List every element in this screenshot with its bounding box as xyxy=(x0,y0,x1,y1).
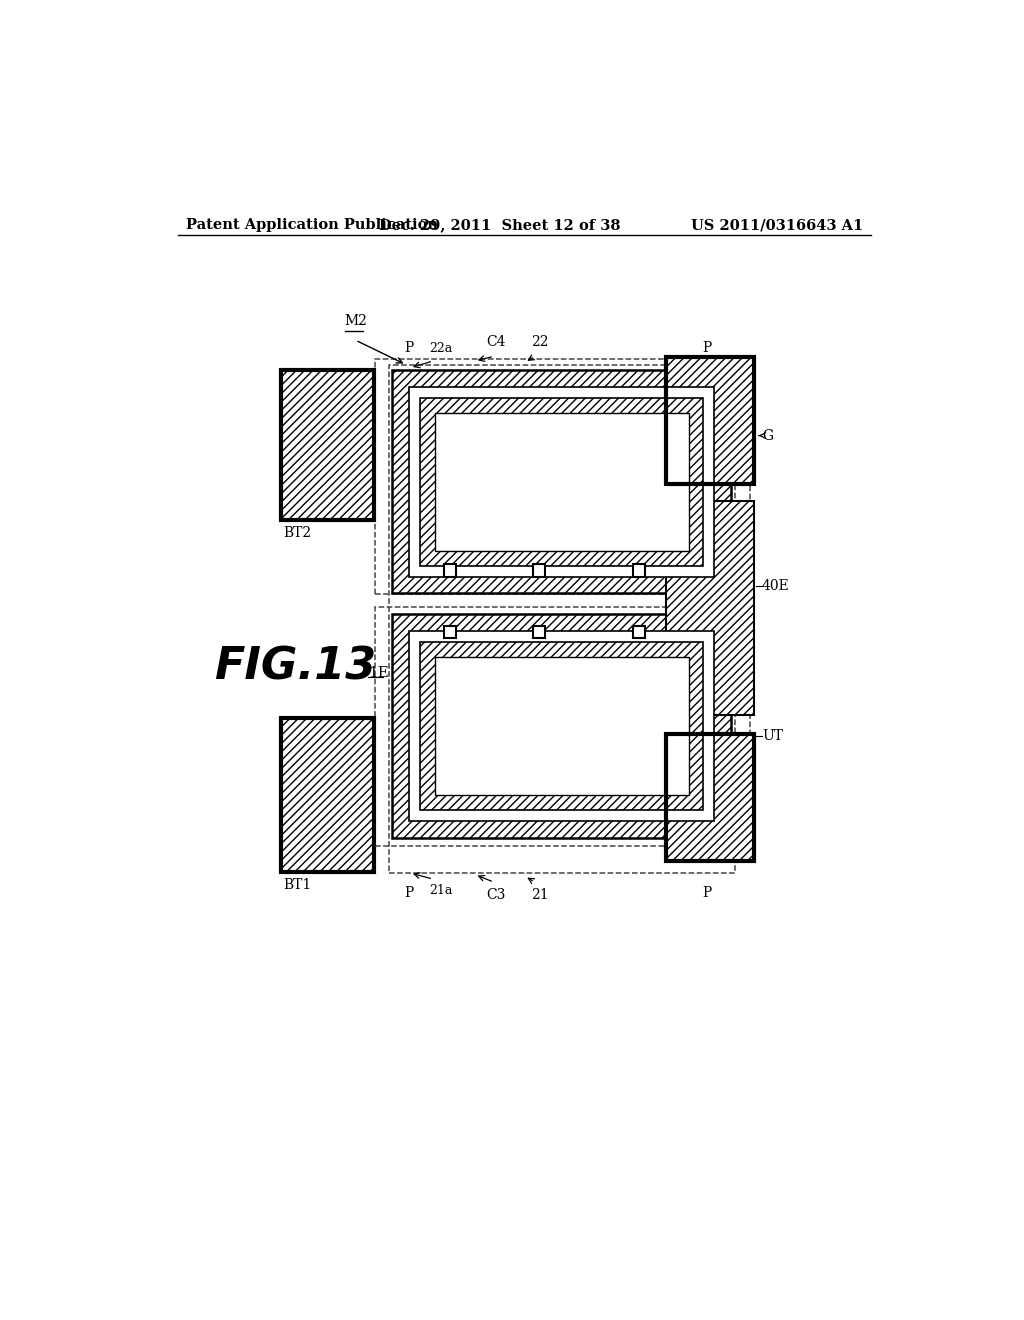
Text: UT: UT xyxy=(762,729,783,743)
Bar xyxy=(282,718,374,873)
Bar xyxy=(410,387,714,577)
Text: FIG.13: FIG.13 xyxy=(214,645,376,688)
Text: 22b: 22b xyxy=(544,531,567,544)
Text: G: G xyxy=(762,429,773,442)
Text: 21b: 21b xyxy=(548,651,571,664)
Bar xyxy=(435,656,689,795)
Text: 1E: 1E xyxy=(368,665,388,680)
Text: TH2: TH2 xyxy=(460,566,486,579)
Bar xyxy=(282,718,374,873)
Bar xyxy=(666,358,755,484)
Bar xyxy=(388,364,735,873)
Text: 22: 22 xyxy=(531,335,549,350)
Bar xyxy=(392,370,731,594)
Bar xyxy=(375,607,751,846)
Text: TH6: TH6 xyxy=(646,564,674,577)
Bar xyxy=(666,502,755,715)
Text: 40E: 40E xyxy=(762,578,790,593)
Bar xyxy=(666,358,755,484)
Text: 21: 21 xyxy=(531,888,549,903)
Bar xyxy=(375,359,751,594)
Text: BT2: BT2 xyxy=(283,527,311,540)
Bar xyxy=(444,564,457,577)
Text: C4: C4 xyxy=(486,335,506,350)
Text: P: P xyxy=(701,886,711,900)
Bar xyxy=(392,614,731,838)
Text: P: P xyxy=(701,341,711,355)
Bar xyxy=(420,397,703,566)
Text: 22a: 22a xyxy=(429,342,453,355)
Text: M2: M2 xyxy=(345,314,368,327)
Bar xyxy=(633,626,645,638)
Text: TH4: TH4 xyxy=(538,562,564,576)
Bar xyxy=(444,626,457,638)
Text: TH1: TH1 xyxy=(460,628,486,642)
Text: TH5: TH5 xyxy=(646,626,674,639)
Text: Patent Application Publication: Patent Application Publication xyxy=(186,218,438,232)
Bar xyxy=(282,370,374,520)
Bar xyxy=(410,631,714,821)
Text: US 2011/0316643 A1: US 2011/0316643 A1 xyxy=(691,218,863,232)
Bar xyxy=(532,564,545,577)
Bar xyxy=(435,413,689,552)
Bar xyxy=(666,734,755,861)
Bar xyxy=(633,564,645,577)
Text: 21a: 21a xyxy=(429,884,453,896)
Text: P: P xyxy=(404,341,414,355)
Text: P: P xyxy=(404,886,414,900)
Text: BT1: BT1 xyxy=(283,878,311,892)
Text: Dec. 29, 2011  Sheet 12 of 38: Dec. 29, 2011 Sheet 12 of 38 xyxy=(380,218,621,232)
Bar xyxy=(666,734,755,861)
Text: TH3: TH3 xyxy=(538,624,564,638)
Bar xyxy=(532,626,545,638)
Text: C3: C3 xyxy=(486,888,506,903)
Bar xyxy=(420,642,703,810)
Bar xyxy=(282,370,374,520)
